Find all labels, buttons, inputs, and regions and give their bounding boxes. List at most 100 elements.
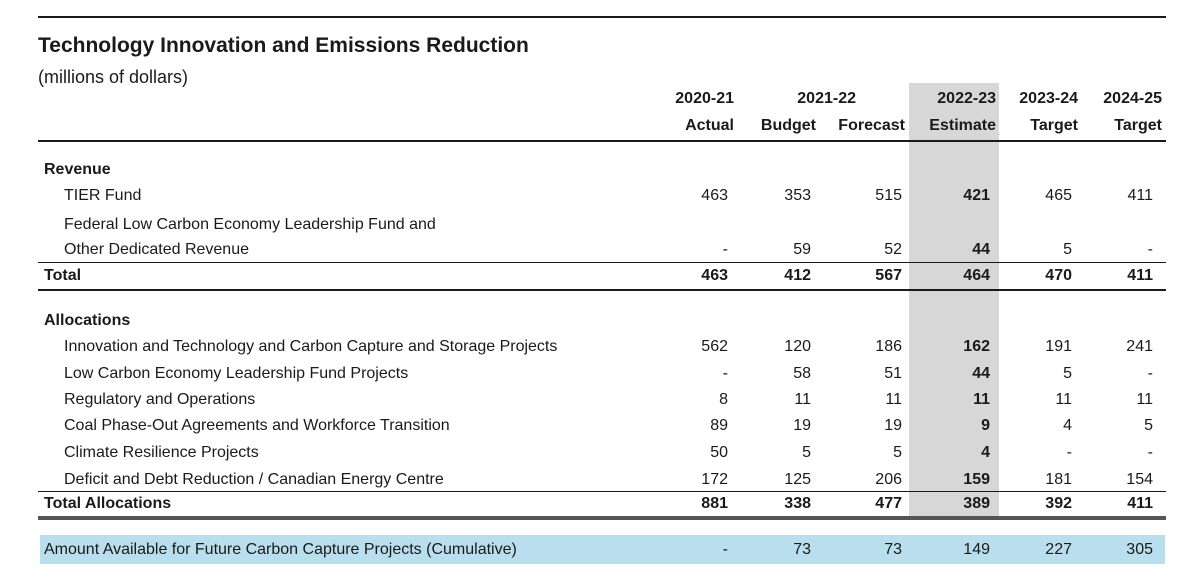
cell-budget-2021-22: 125: [784, 471, 811, 488]
row-label: Total Allocations: [44, 495, 172, 512]
section-heading-allocations: Allocations: [0, 308, 1200, 334]
cell-budget-2021-22: 73: [793, 541, 811, 558]
cell-target-2024-25: 411: [1127, 495, 1153, 512]
header-target-2023-24: Target: [1030, 117, 1078, 134]
cell-budget-2021-22: 11: [794, 391, 811, 408]
row-label: Coal Phase-Out Agreements and Workforce …: [64, 417, 450, 434]
cell-budget-2021-22: 59: [793, 241, 811, 258]
cell-target-2024-25: 305: [1126, 541, 1153, 558]
cell-target-2023-24: -: [1066, 444, 1072, 461]
future-carbon-capture-row: Amount Available for Future Carbon Captu…: [40, 535, 1165, 564]
cell-actual-2020-21: 463: [701, 187, 728, 204]
cell-estimate-2022-23: 11: [973, 391, 990, 408]
cell-target-2024-25: -: [1147, 241, 1153, 258]
cell-forecast-2021-22: 52: [884, 241, 902, 258]
cell-estimate-2022-23: 44: [972, 365, 990, 382]
cell-target-2023-24: 181: [1045, 471, 1072, 488]
cell-forecast-2021-22: 5: [893, 444, 902, 461]
row-label: Amount Available for Future Carbon Captu…: [44, 541, 517, 558]
cell-estimate-2022-23: 421: [963, 187, 990, 204]
cell-forecast-2021-22: 477: [875, 495, 902, 512]
top-rule: [38, 16, 1166, 18]
table-row: Other Dedicated Revenue - 59 52 44 5 -: [0, 237, 1200, 263]
header-year-2023-24: 2023-24: [1019, 90, 1078, 107]
row-label: Innovation and Technology and Carbon Cap…: [64, 338, 558, 355]
header-estimate: Estimate: [929, 117, 996, 134]
cell-actual-2020-21: 463: [701, 267, 728, 284]
cell-estimate-2022-23: 44: [972, 241, 990, 258]
cell-forecast-2021-22: 19: [884, 417, 902, 434]
cell-estimate-2022-23: 159: [963, 471, 990, 488]
cell-target-2023-24: 465: [1045, 187, 1072, 204]
header-year-2024-25: 2024-25: [1103, 90, 1162, 107]
cell-target-2023-24: 5: [1063, 365, 1072, 382]
cell-budget-2021-22: 58: [793, 365, 811, 382]
cell-target-2023-24: 191: [1045, 338, 1072, 355]
total-row: Total 463 412 567 464 470 411: [0, 263, 1200, 289]
cell-actual-2020-21: -: [722, 241, 728, 258]
cell-target-2023-24: 4: [1063, 417, 1072, 434]
cell-target-2024-25: 411: [1127, 267, 1153, 284]
cell-actual-2020-21: 172: [701, 471, 728, 488]
header-budget: Budget: [760, 117, 816, 134]
allocations-total-bottom-rule: [38, 516, 1166, 520]
cell-target-2024-25: 154: [1126, 471, 1153, 488]
cell-budget-2021-22: 353: [784, 187, 811, 204]
cell-estimate-2022-23: 149: [963, 541, 990, 558]
cell-target-2024-25: -: [1147, 365, 1153, 382]
row-label: Climate Resilience Projects: [64, 444, 259, 461]
table-subtitle: (millions of dollars): [38, 67, 189, 87]
revenue-total-bottom-rule: [38, 289, 1166, 291]
cell-target-2023-24: 470: [1045, 267, 1072, 284]
cell-target-2024-25: 241: [1126, 338, 1153, 355]
cell-target-2024-25: 5: [1144, 417, 1153, 434]
cell-target-2023-24: 11: [1055, 391, 1072, 408]
cell-estimate-2022-23: 4: [981, 444, 990, 461]
header-rule: [38, 140, 1166, 142]
cell-budget-2021-22: 338: [784, 495, 811, 512]
header-year-2021-22: 2021-22: [797, 90, 856, 107]
header-forecast: Forecast: [838, 117, 905, 134]
cell-budget-2021-22: 412: [784, 267, 811, 284]
table-row: Innovation and Technology and Carbon Cap…: [0, 334, 1200, 360]
allocations-total-top-rule: [38, 491, 1166, 492]
cell-forecast-2021-22: 567: [875, 267, 902, 284]
table-row: TIER Fund 463 353 515 421 465 411: [0, 183, 1200, 209]
section-label: Allocations: [44, 312, 131, 329]
row-label-line1: Federal Low Carbon Economy Leadership Fu…: [64, 216, 436, 233]
cell-actual-2020-21: 50: [710, 444, 728, 461]
total-allocations-row: Total Allocations 881 338 477 389 392 41…: [0, 491, 1200, 517]
cell-budget-2021-22: 5: [802, 444, 811, 461]
cell-actual-2020-21: -: [722, 365, 728, 382]
row-label: Total: [44, 267, 82, 284]
section-label: Revenue: [44, 161, 111, 178]
section-heading-revenue: Revenue: [0, 157, 1200, 183]
cell-target-2024-25: 411: [1127, 187, 1153, 204]
row-label: TIER Fund: [64, 187, 142, 204]
cell-estimate-2022-23: 162: [963, 338, 990, 355]
header-year-2020-21: 2020-21: [675, 90, 734, 107]
cell-actual-2020-21: 881: [701, 495, 728, 512]
cell-target-2024-25: 11: [1136, 391, 1153, 408]
cell-actual-2020-21: -: [722, 541, 728, 558]
row-label: Regulatory and Operations: [64, 391, 256, 408]
table-row: Low Carbon Economy Leadership Fund Proje…: [0, 361, 1200, 387]
row-label: Low Carbon Economy Leadership Fund Proje…: [64, 365, 409, 382]
row-label-continued: Federal Low Carbon Economy Leadership Fu…: [0, 212, 1200, 238]
table-row: Deficit and Debt Reduction / Canadian En…: [0, 467, 1200, 493]
header-actual: Actual: [685, 117, 734, 134]
cell-forecast-2021-22: 515: [875, 187, 902, 204]
revenue-total-top-rule: [38, 262, 1166, 263]
cell-estimate-2022-23: 389: [963, 495, 990, 512]
cell-actual-2020-21: 562: [701, 338, 728, 355]
cell-forecast-2021-22: 11: [885, 391, 902, 408]
row-label: Other Dedicated Revenue: [64, 241, 249, 258]
cell-target-2023-24: 227: [1045, 541, 1072, 558]
estimate-column-shading: [909, 83, 999, 518]
cell-actual-2020-21: 8: [719, 391, 728, 408]
table-row: Climate Resilience Projects 50 5 5 4 - -: [0, 440, 1200, 466]
table-row: Coal Phase-Out Agreements and Workforce …: [0, 413, 1200, 439]
header-target-2024-25: Target: [1114, 117, 1162, 134]
cell-forecast-2021-22: 186: [875, 338, 902, 355]
header-year-2022-23: 2022-23: [937, 90, 996, 107]
